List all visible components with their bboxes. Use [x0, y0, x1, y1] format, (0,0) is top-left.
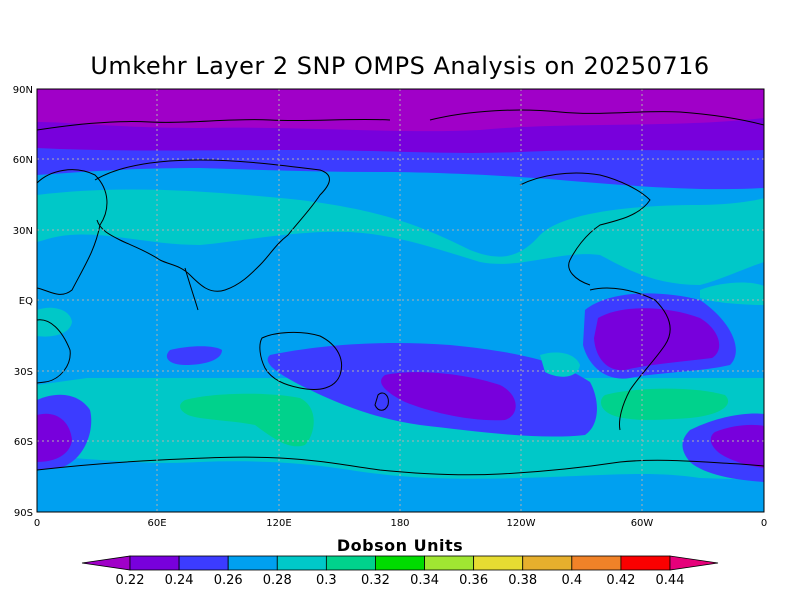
- field-north-midlat-blue: [37, 145, 764, 190]
- colorbar-swatch: [325, 555, 376, 571]
- colorbar-swatch: [227, 555, 278, 571]
- lat-label-90s: 90S: [14, 508, 33, 519]
- colorbar-swatch: [473, 555, 524, 571]
- colorbar-swatch: [276, 555, 327, 571]
- colorbar-swatch: [424, 555, 475, 571]
- plot-frame: [36, 88, 765, 513]
- lat-label-60n: 60N: [13, 155, 33, 166]
- lon-labels: 0 60E 120E 180 120W 60W 0: [34, 518, 767, 529]
- colorbar-tick-label: 0.3: [316, 573, 337, 588]
- colorbar: 0.22 0.24 0.26 0.28 0.3 0.32 0.34 0.36 0.38 0.4 0.…: [81, 555, 719, 588]
- colorbar-swatch: [129, 555, 180, 571]
- lat-label-60s: 60S: [14, 437, 33, 448]
- lon-label-0-east: 0: [761, 518, 767, 529]
- lon-label-60w: 60W: [631, 518, 654, 529]
- lat-label-90n: 90N: [13, 85, 33, 96]
- field-south-indian-green: [180, 393, 314, 447]
- lon-label-180: 180: [390, 518, 409, 529]
- field-south-atlantic-patch: [600, 388, 729, 420]
- colorbar-swatch: [178, 555, 229, 571]
- gridlines: [37, 89, 764, 512]
- field-south-pacific-purple: [381, 372, 516, 421]
- field-tropical-patch-pacific: [540, 352, 580, 377]
- colorbar-title: Dobson Units: [336, 536, 464, 555]
- lon-label-120e: 120E: [266, 518, 291, 529]
- colorbar-tick-label: 0.24: [165, 573, 194, 588]
- field-se-purple: [710, 424, 764, 468]
- field-south-indian-patch: [166, 346, 222, 365]
- colorbar-tick-label: 0.38: [508, 573, 537, 588]
- colorbar-arrow-high: [669, 555, 719, 571]
- colorbar-swatch: [522, 555, 573, 571]
- map-title: Umkehr Layer 2 SNP OMPS Analysis on 2025…: [90, 52, 710, 80]
- field-south-indian-blue: [37, 372, 260, 385]
- colorbar-swatch: [571, 555, 622, 571]
- field-sw-purple: [37, 413, 72, 462]
- lat-label-30n: 30N: [13, 226, 33, 237]
- colorbar-tick-label: 0.42: [606, 573, 635, 588]
- colorbar-tick-label: 0.28: [263, 573, 292, 588]
- colorbar-tick-label: 0.26: [214, 573, 243, 588]
- colorbar-tick-label: 0.36: [459, 573, 488, 588]
- field-tropical-patch-west: [37, 307, 72, 337]
- colorbar-swatch: [620, 555, 671, 571]
- lon-label-0-west: 0: [34, 518, 40, 529]
- colorbar-tick-label: 0.4: [561, 573, 582, 588]
- lat-label-30s: 30S: [14, 367, 33, 378]
- coastlines: [37, 109, 764, 476]
- colorbar-swatch: [375, 555, 425, 571]
- lat-labels: 90N 60N 30N EQ 30S 60S 90S: [13, 85, 33, 519]
- colorbar-tick-label: 0.34: [410, 573, 439, 588]
- field-antarctic-blue: [37, 455, 764, 512]
- lat-label-eq: EQ: [19, 296, 33, 307]
- colorbar-tick-label: 0.32: [361, 573, 390, 588]
- colorbar-tick-label: 0.22: [116, 573, 145, 588]
- lon-label-120w: 120W: [507, 518, 536, 529]
- lon-label-60e: 60E: [147, 518, 166, 529]
- colorbar-arrow-low: [81, 555, 131, 571]
- field-north-subtropical-band: [37, 189, 764, 285]
- field-south-america-purple: [594, 308, 720, 371]
- colorbar-tick-label: 0.44: [656, 573, 685, 588]
- field-tropical-patch-atlantic: [700, 282, 764, 305]
